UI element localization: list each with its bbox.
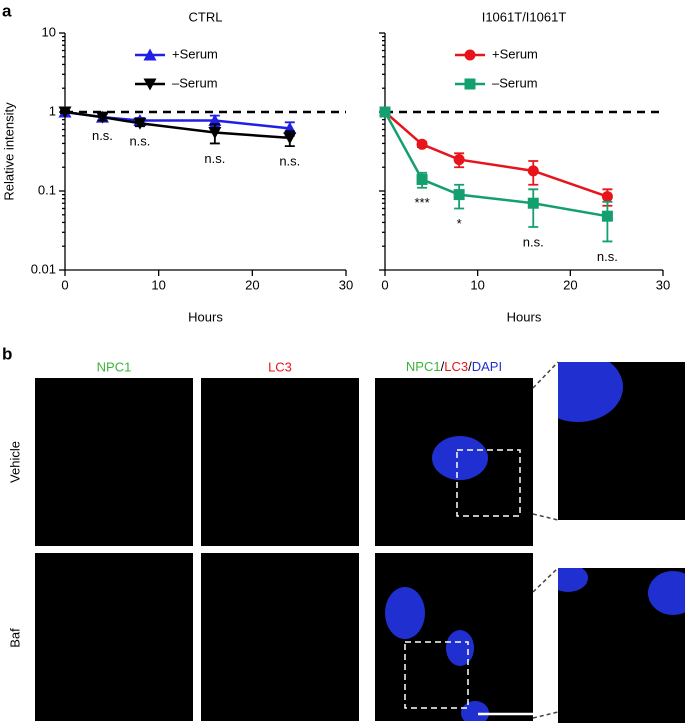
y-tick-label: 10 <box>42 24 56 39</box>
marker <box>58 106 72 119</box>
marker <box>379 106 391 118</box>
x-tick-label: 10 <box>151 277 165 292</box>
micrographs <box>35 361 685 723</box>
chart-title: I1061T/I1061T <box>482 9 567 24</box>
column-label: LC3 <box>268 359 292 374</box>
y-axis-label: Relative intensity <box>1 102 16 201</box>
merge-part: NPC1 <box>406 359 441 374</box>
marker <box>133 117 147 130</box>
merge-part: / <box>468 359 472 374</box>
marker <box>601 191 613 203</box>
x-axis-label: Hours <box>188 309 223 324</box>
marker <box>527 165 539 177</box>
y-tick-label: 0.1 <box>38 182 56 197</box>
legend-marker <box>464 78 476 90</box>
marker <box>601 210 613 222</box>
annotation: n.s. <box>92 128 113 143</box>
annotation: * <box>457 216 462 231</box>
marker <box>95 111 109 124</box>
x-tick-label: 0 <box>381 277 388 292</box>
y-tick-label: 1 <box>49 103 56 118</box>
x-tick-label: 20 <box>245 277 259 292</box>
marker <box>416 138 428 150</box>
legend-marker <box>464 49 476 61</box>
annotation: n.s. <box>523 234 544 249</box>
y-tick-label: 0.01 <box>31 261 56 276</box>
annotation: n.s. <box>279 154 300 169</box>
annotation: *** <box>414 195 429 210</box>
chart-title: CTRL <box>189 9 223 24</box>
x-tick-label: 30 <box>656 277 670 292</box>
marker <box>416 173 428 185</box>
column-label: NPC1 <box>97 359 132 374</box>
row-label: Vehicle <box>7 441 22 483</box>
marker <box>208 127 222 140</box>
row-label: Baf <box>7 628 22 648</box>
x-axis-label: Hours <box>507 309 542 324</box>
legend-label: –Serum <box>172 75 218 90</box>
legend-marker <box>143 48 157 61</box>
marker <box>283 132 297 145</box>
annotation: n.s. <box>204 151 225 166</box>
annotation: n.s. <box>129 134 150 149</box>
annotation: n.s. <box>597 249 618 264</box>
legend-label: +Serum <box>492 46 538 61</box>
x-tick-label: 0 <box>61 277 68 292</box>
marker <box>453 154 465 166</box>
legend-label: +Serum <box>172 46 218 61</box>
marker <box>527 197 539 209</box>
merge-label: NPC1/LC3/DAPI <box>406 359 502 374</box>
x-tick-label: 10 <box>470 277 484 292</box>
marker <box>208 114 222 127</box>
x-tick-label: 30 <box>339 277 353 292</box>
legend-marker <box>143 78 157 91</box>
legend-label: –Serum <box>492 75 538 90</box>
merge-part: / <box>441 359 445 374</box>
panel-label: b <box>2 344 12 363</box>
merge-part: DAPI <box>472 359 502 374</box>
merge-part: LC3 <box>444 359 468 374</box>
marker <box>453 189 465 201</box>
panel-label: a <box>2 1 12 20</box>
x-tick-label: 20 <box>563 277 577 292</box>
